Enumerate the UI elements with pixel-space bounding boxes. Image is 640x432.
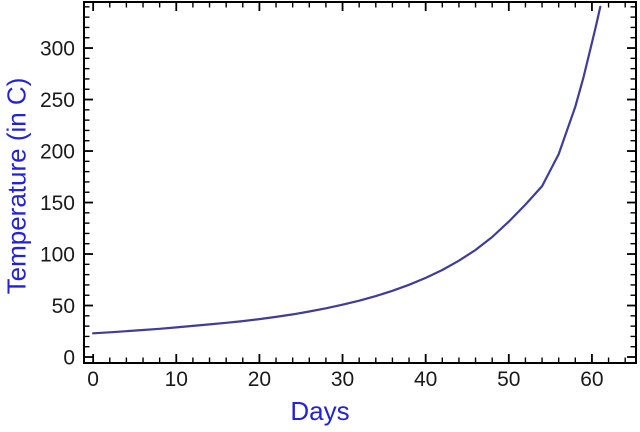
y-tick-label: 300 <box>40 38 75 61</box>
y-tick-label: 50 <box>52 295 75 318</box>
x-tick-label: 50 <box>497 368 520 391</box>
y-tick-label: 0 <box>63 347 75 370</box>
temperature-curve <box>91 5 602 335</box>
x-tick-label: 40 <box>414 368 437 391</box>
y-tick-label: 250 <box>40 89 75 112</box>
y-tick-label: 200 <box>40 141 75 164</box>
y-axis-title: Temperature (in C) <box>1 77 32 295</box>
x-tick-label: 20 <box>248 368 271 391</box>
x-tick-label: 10 <box>165 368 188 391</box>
y-tick-label: 100 <box>40 244 75 267</box>
x-tick-label: 30 <box>331 368 354 391</box>
x-axis-title: Days <box>290 396 350 426</box>
x-tick-label: 60 <box>580 368 603 391</box>
plot-frame <box>83 1 637 364</box>
x-tick-label: 0 <box>87 368 99 391</box>
y-tick-label: 150 <box>40 192 75 215</box>
y-axis-title-container: Temperature (in C) <box>1 60 32 312</box>
